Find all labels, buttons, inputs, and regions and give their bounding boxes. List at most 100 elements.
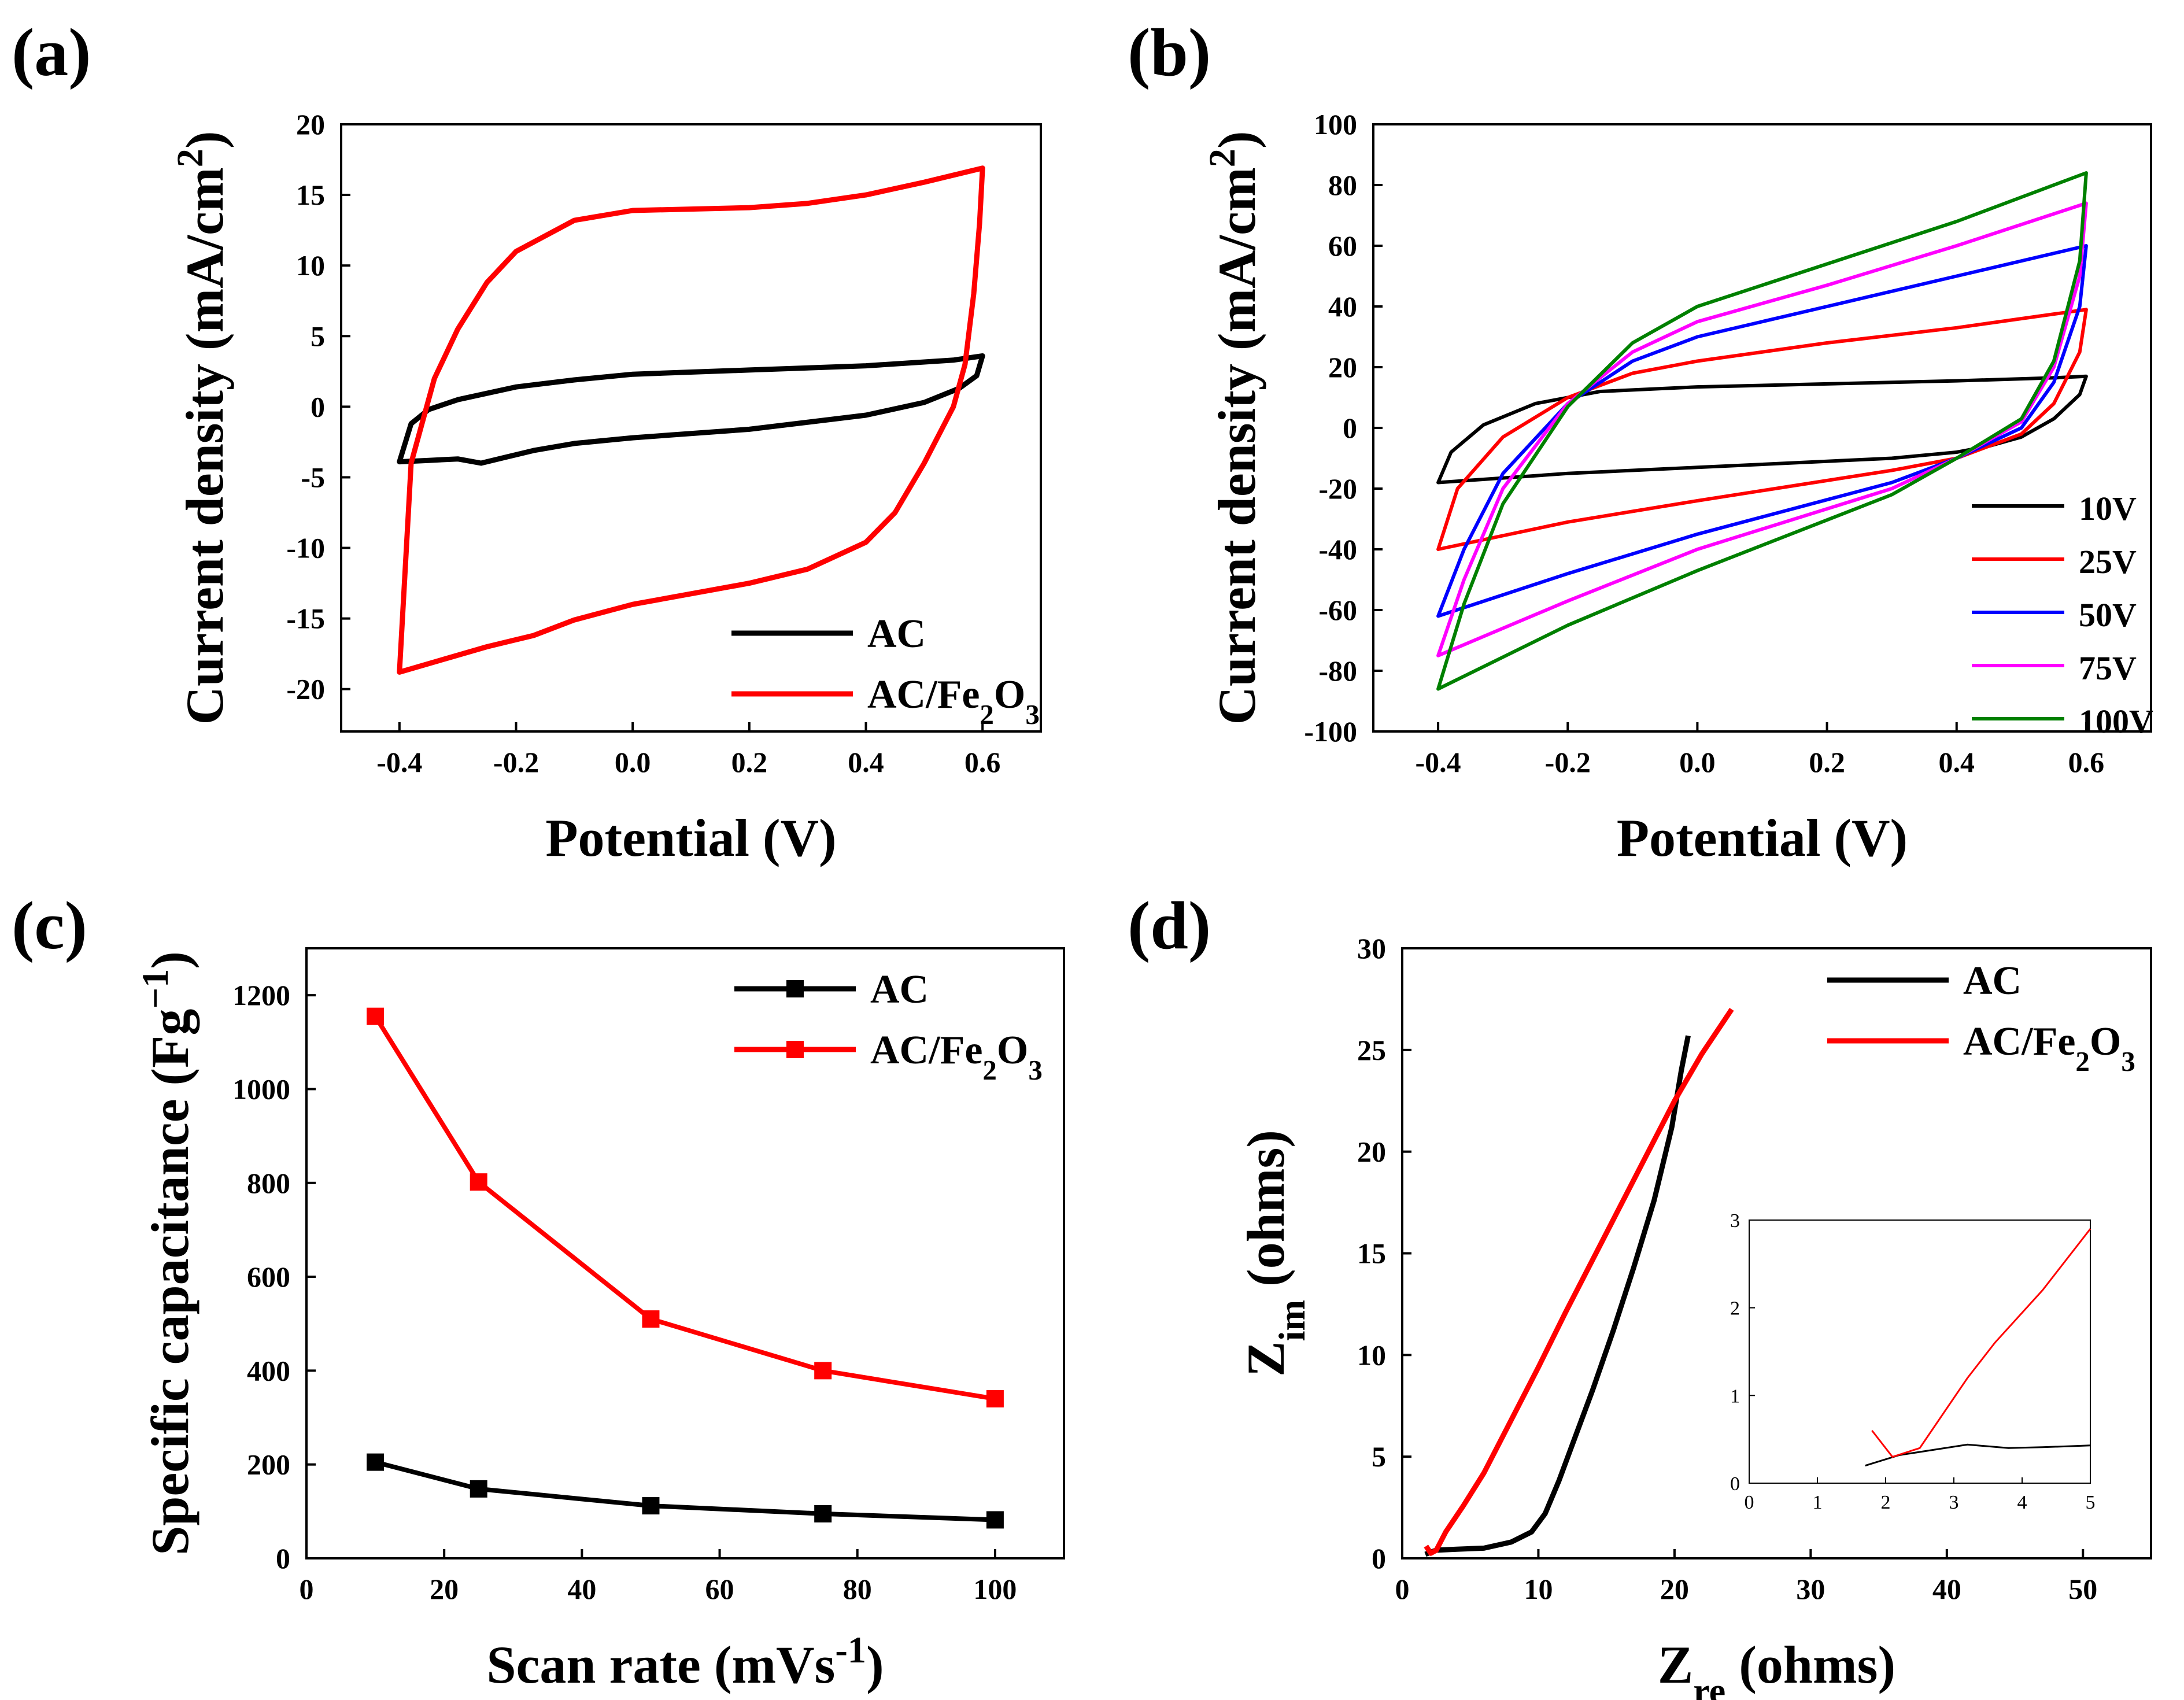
y-tick-label-d: 30 [1357,932,1386,964]
data-point-c-1-0 [367,1007,385,1025]
data-point-c-1-3 [814,1362,832,1380]
data-point-c-0-0 [367,1453,385,1471]
x-tick-label-inset: 3 [1949,1492,1959,1513]
y-tick-label-c: 400 [247,1354,290,1387]
x-tick-label-d: 50 [2068,1573,2097,1605]
y-tick-label-b: -60 [1318,594,1357,626]
legend-label-d-0: AC [1963,959,2022,1003]
plot-frame-c [305,947,1065,1559]
data-point-c-1-1 [470,1173,487,1191]
x-tick-label-d: 40 [1932,1573,1961,1605]
data-point-c-1-2 [642,1310,660,1328]
y-tick-label-d: 0 [1372,1542,1386,1575]
x-tick-label-a: -0.2 [493,746,539,778]
x-tick-label-inset: 1 [1813,1492,1823,1513]
inset-chart: 0 1 2 3 4 5 0 1 2 3 [1730,1210,2096,1513]
legend-label-c-0: AC [870,967,929,1012]
y-tick-label-inset: 1 [1730,1385,1740,1407]
y-tick-label-b: -20 [1318,472,1357,505]
y-tick-label-a: 5 [311,320,325,352]
chart-panel-a: -0.4 -0.2 0.0 0.2 0.4 0.6 -20 -15 -10 -5 0 5 10 15 20 P… [169,108,1042,867]
x-tick-label-c: 100 [973,1573,1017,1605]
y-tick-label-b: -100 [1304,715,1357,748]
x-axis-title-c: Scan rate (mVs-1) [486,1629,884,1695]
series-line-b-0 [1436,374,2088,485]
legend-label-d-1: AC/Fe2O3 [1963,1019,2135,1077]
x-tick-label-a: 0.4 [848,746,884,778]
series-line-c-0 [375,1459,996,1522]
x-tick-label-b: 0.6 [2068,746,2105,778]
series-line-b-1 [1436,308,2088,551]
x-tick-label-c: 60 [705,1573,734,1605]
x-tick-label-c: 80 [843,1573,872,1605]
legend-label-a-1: AC/Fe2O3 [867,672,1040,730]
x-axis-title-a: Potential (V) [545,808,836,867]
y-tick-label-b: 60 [1328,230,1357,262]
x-tick-label-inset: 5 [2086,1492,2096,1513]
plot-frame-a [340,123,1042,733]
x-tick-label-d: 10 [1524,1573,1553,1605]
x-tick-label-a: 0.0 [615,746,651,778]
y-tick-label-c: 1200 [232,979,290,1011]
x-axis-title-d: Zre (ohms) [1658,1635,1895,1700]
legend-label-c-1: AC/Fe2O3 [870,1028,1043,1086]
y-tick-label-inset: 2 [1730,1298,1740,1320]
series-line-b-3 [1436,201,2088,657]
x-tick-label-c: 0 [300,1573,314,1605]
x-tick-label-a: 0.2 [731,746,768,778]
y-tick-label-a: -15 [286,603,325,635]
y-tick-label-c: 800 [247,1167,290,1199]
y-tick-label-d: 5 [1372,1440,1386,1473]
x-tick-label-inset: 4 [2017,1492,2027,1513]
data-point-c-0-3 [814,1505,832,1522]
y-tick-label-c: 600 [247,1261,290,1293]
x-tick-label-b: 0.0 [1679,746,1716,778]
y-tick-label-a: 15 [296,179,325,211]
y-tick-label-a: -20 [286,673,325,705]
x-tick-label-c: 20 [430,1573,459,1605]
y-tick-label-c: 1000 [232,1073,290,1105]
data-point-c-0-1 [470,1480,487,1498]
data-point-c-0-4 [986,1511,1004,1529]
panel-label-b: (b) [1128,14,1211,90]
x-axis-title-b: Potential (V) [1617,808,1908,867]
y-tick-label-inset: 3 [1730,1210,1740,1232]
y-tick-label-d: 20 [1357,1136,1386,1168]
series-line-d-1 [1424,1007,1734,1556]
y-tick-label-d: 25 [1357,1034,1386,1066]
series-line-b-2 [1436,244,2088,618]
x-tick-label-inset: 0 [1745,1492,1754,1513]
y-tick-label-a: -10 [286,532,325,564]
panel-label-a: (a) [12,14,91,90]
legend-marker-c-1 [786,1041,804,1058]
legend-marker-c-0 [786,980,804,997]
series-line-a-1 [397,165,985,675]
x-tick-label-a: 0.6 [964,746,1001,778]
legend-label-b-2: 50V [2079,596,2137,634]
legend-label-a-0: AC [867,612,926,656]
inset-series-line-0 [1865,1443,2091,1467]
series-line-d-0 [1424,1035,1691,1557]
y-tick-label-a: -5 [301,461,325,493]
data-point-c-0-2 [642,1497,660,1515]
y-tick-label-c: 0 [276,1542,290,1575]
y-tick-label-b: -40 [1318,533,1357,566]
x-tick-label-b: 0.4 [1939,746,1975,778]
y-tick-label-b: 40 [1328,290,1357,323]
y-tick-label-inset: 0 [1730,1473,1740,1495]
y-tick-label-d: 10 [1357,1339,1386,1371]
x-tick-label-d: 0 [1395,1573,1410,1605]
chart-panel-b: -0.4 -0.2 0.0 0.2 0.4 0.6 -100 -80 -60 -40 -20 0 20 4… [1202,108,2154,867]
inset-series-line-1 [1871,1228,2091,1458]
y-axis-title-c: Specific capacitance (Fg−1) [135,951,200,1555]
x-tick-label-b: -0.4 [1416,746,1461,778]
legend-label-b-4: 100V [2079,703,2153,740]
x-tick-label-b: -0.2 [1545,746,1591,778]
legend-label-b-0: 10V [2079,490,2137,527]
series-line-b-4 [1436,171,2088,691]
y-tick-label-a: 10 [296,249,325,282]
y-tick-label-b: -80 [1318,655,1357,687]
panel-label-c: (c) [12,888,87,963]
